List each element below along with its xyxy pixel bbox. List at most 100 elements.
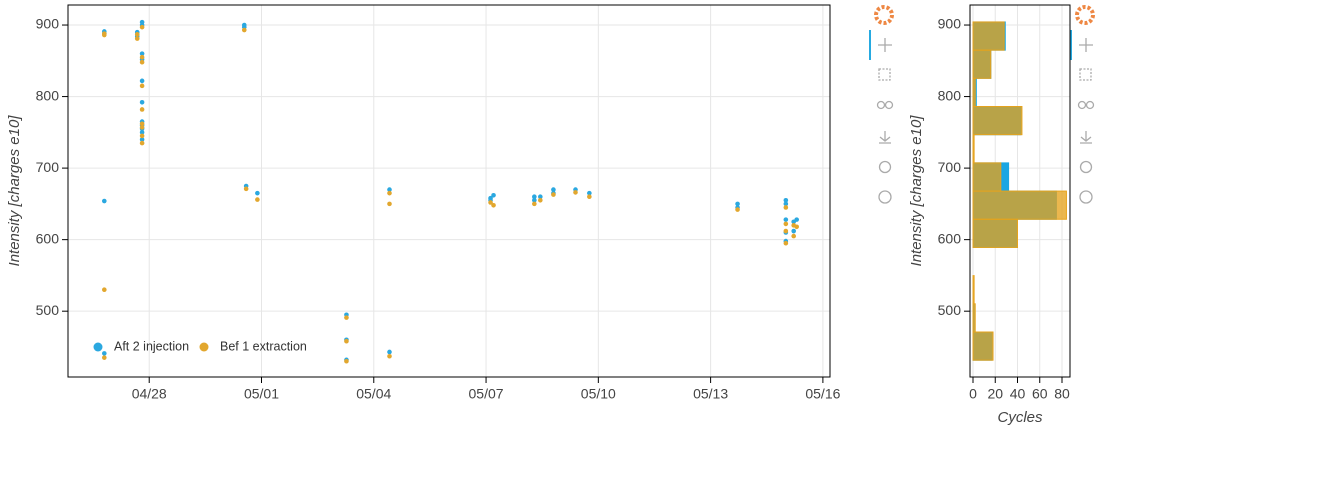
point — [791, 228, 796, 234]
x-tick-label: 80 — [1054, 386, 1070, 402]
toolbar — [869, 5, 1095, 204]
point — [139, 59, 145, 65]
x-tick-label: 05/04 — [356, 386, 391, 402]
point — [139, 83, 145, 89]
help-tool[interactable] — [878, 190, 892, 204]
histogram-bar — [972, 134, 975, 164]
point — [139, 99, 145, 105]
histogram-bar — [972, 331, 994, 361]
box-zoom-tool[interactable] — [878, 68, 891, 81]
point — [573, 190, 578, 195]
reset-tool[interactable] — [878, 160, 892, 174]
marks — [102, 19, 799, 364]
x-axis-title: Cycles — [997, 409, 1043, 426]
wheel-zoom-tool[interactable] — [884, 100, 894, 110]
point — [139, 130, 145, 135]
point — [139, 107, 145, 112]
histogram-bar — [972, 106, 1023, 136]
legend-label: Aft 2 injection — [114, 339, 189, 353]
box-zoom-tool[interactable] — [1079, 68, 1092, 81]
x-tick-label: 05/16 — [805, 386, 840, 402]
y-axis-title: Intensity [charges e10] — [6, 115, 23, 267]
save-tool[interactable] — [1080, 131, 1092, 144]
histogram-bar — [972, 162, 1002, 192]
point — [783, 217, 789, 222]
point — [551, 187, 556, 192]
x-tick-label: 04/28 — [132, 386, 167, 402]
y-tick-label: 900 — [938, 16, 962, 32]
point — [794, 217, 799, 222]
point — [139, 51, 145, 56]
point — [102, 351, 107, 356]
point — [387, 353, 392, 359]
wheel-zoom-tool[interactable] — [876, 100, 886, 110]
x-tick-label: 05/10 — [581, 386, 616, 402]
plot-frame — [969, 4, 1071, 378]
y-tick-label: 700 — [36, 159, 60, 175]
point — [139, 24, 145, 30]
point — [102, 287, 107, 293]
y-tick-label: 800 — [36, 87, 60, 103]
point — [102, 32, 107, 38]
reset-tool[interactable] — [1079, 160, 1093, 174]
point — [139, 137, 145, 142]
legend-label: Bef 1 extraction — [220, 339, 307, 353]
histogram-bar — [972, 49, 992, 79]
y-tick-label: 700 — [938, 159, 962, 175]
pan-tool[interactable] — [1079, 38, 1093, 52]
histogram-bar — [972, 190, 1067, 220]
point — [139, 133, 145, 139]
legend-swatch — [93, 342, 103, 352]
point — [139, 140, 145, 146]
point — [387, 201, 392, 207]
point — [139, 121, 145, 127]
point — [134, 32, 140, 37]
point — [538, 198, 543, 203]
plot: 500 600 700 800 900 04/28 05/01 05/04 05/07 05/10… — [6, 4, 841, 402]
point — [134, 36, 140, 41]
point — [783, 205, 789, 210]
point — [783, 228, 789, 234]
x-tick-label: 05/07 — [469, 386, 504, 402]
y-tick-label: 500 — [938, 302, 962, 318]
legend-swatch — [199, 342, 209, 352]
point — [532, 201, 537, 207]
point — [387, 190, 392, 196]
point — [387, 187, 392, 192]
help-tool[interactable] — [1079, 190, 1093, 204]
point — [344, 338, 349, 344]
point — [587, 194, 592, 200]
point — [488, 200, 493, 205]
histogram-bar — [972, 218, 1018, 248]
histogram-bar — [972, 77, 976, 108]
histogram-bar — [972, 303, 976, 333]
y-tick-label: 600 — [938, 230, 962, 246]
point — [783, 240, 789, 246]
wheel-zoom-tool[interactable] — [1085, 100, 1095, 110]
point — [735, 207, 740, 212]
point — [387, 349, 392, 355]
point — [551, 192, 556, 197]
x-tick-label: 05/01 — [244, 386, 279, 402]
point — [102, 198, 107, 204]
point — [783, 201, 789, 207]
point — [783, 198, 789, 203]
wheel-zoom-tool[interactable] — [1077, 100, 1087, 110]
histogram-bar — [972, 275, 975, 305]
point — [139, 78, 145, 84]
x-tick-label: 40 — [1010, 386, 1026, 402]
save-tool[interactable] — [879, 131, 891, 144]
x-tick-label: 05/13 — [693, 386, 728, 402]
point — [735, 201, 740, 207]
point — [532, 194, 537, 200]
point — [241, 27, 247, 33]
plot: 500 600 700 800 900 0 20 40 60 80 Intensity [charg… — [908, 4, 1071, 426]
pan-tool[interactable] — [878, 38, 892, 52]
histogram-bar — [972, 21, 1005, 51]
toolbar-logo — [1075, 5, 1095, 25]
y-tick-label: 800 — [938, 87, 962, 103]
toolbar-logo — [874, 5, 894, 25]
y-tick-label: 600 — [36, 230, 60, 246]
